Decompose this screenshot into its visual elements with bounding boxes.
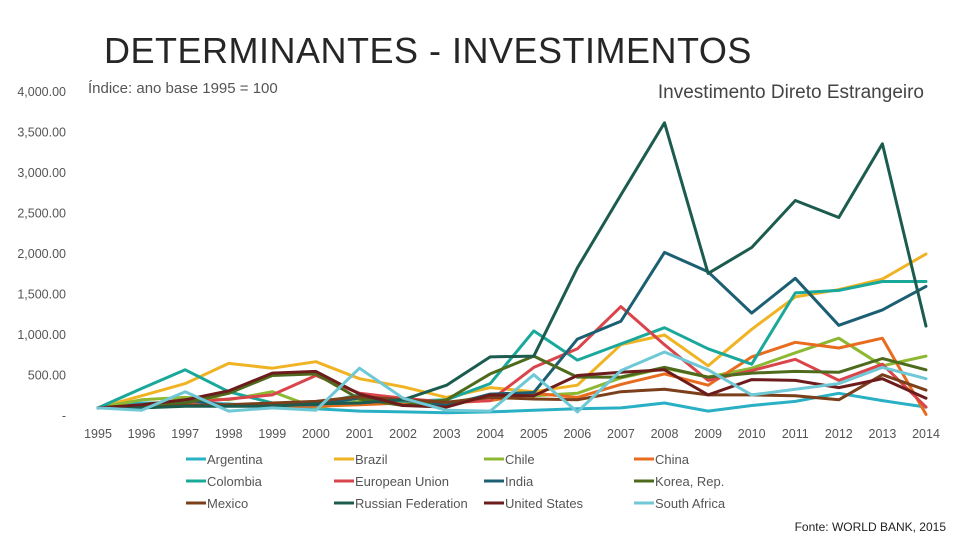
y-tick-label: - xyxy=(62,409,66,423)
y-tick-label: 1,000.00 xyxy=(17,328,66,342)
series-line xyxy=(96,350,928,414)
x-tick-label: 1996 xyxy=(128,427,156,441)
x-tick-label: 2003 xyxy=(433,427,461,441)
series-lines xyxy=(96,121,928,416)
x-tick-label: 1997 xyxy=(171,427,199,441)
legend-label: India xyxy=(505,474,534,489)
x-tick-label: 2008 xyxy=(651,427,679,441)
y-tick-label: 1,500.00 xyxy=(17,288,66,302)
y-tick-label: 3,500.00 xyxy=(17,126,66,140)
legend-label: European Union xyxy=(355,474,449,489)
x-tick-label: 2005 xyxy=(520,427,548,441)
index-note: Índice: ano base 1995 = 100 xyxy=(88,80,278,97)
y-tick-label: 500.00 xyxy=(28,369,66,383)
x-tick-label: 1995 xyxy=(84,427,112,441)
x-tick-label: 2004 xyxy=(476,427,504,441)
legend-label: South Africa xyxy=(655,496,726,511)
y-tick-label: 4,000.00 xyxy=(17,85,66,99)
chart-title: Investimento Direto Estrangeiro xyxy=(657,82,924,103)
x-tick-label: 1998 xyxy=(215,427,243,441)
x-tick-label: 2001 xyxy=(346,427,374,441)
page-title: DETERMINANTES - INVESTIMENTOS xyxy=(104,30,752,71)
x-tick-label: 2013 xyxy=(869,427,897,441)
legend-label: Russian Federation xyxy=(355,496,468,511)
x-tick-label: 2011 xyxy=(782,427,809,441)
source-note: Fonte: WORLD BANK, 2015 xyxy=(794,520,946,534)
legend: Argentina Brazil Chile China Colombia Europea… xyxy=(186,452,726,511)
legend-label: Chile xyxy=(505,452,535,467)
x-tick-label: 2009 xyxy=(694,427,722,441)
legend-label: Argentina xyxy=(207,452,263,467)
x-tick-label: 2006 xyxy=(563,427,591,441)
y-tick-label: 3,000.00 xyxy=(17,166,66,180)
x-tick-label: 1999 xyxy=(258,427,286,441)
x-tick-label: 2012 xyxy=(825,427,853,441)
legend-label: United States xyxy=(505,496,584,511)
x-tick-label: 2007 xyxy=(607,427,635,441)
legend-label: Mexico xyxy=(207,496,248,511)
legend-label: China xyxy=(655,452,690,467)
legend-label: Brazil xyxy=(355,452,388,467)
y-tick-label: 2,000.00 xyxy=(17,247,66,261)
x-tick-label: 2010 xyxy=(738,427,766,441)
legend-label: Colombia xyxy=(207,474,263,489)
x-axis: 1995 1996 1997 1998 1999 2000 2001 2002 2003 2004… xyxy=(84,427,940,441)
series-line xyxy=(96,305,928,410)
y-axis: - 500.00 1,000.00 1,500.00 2,000.00 2,500.00 3… xyxy=(17,85,66,423)
x-tick-label: 2002 xyxy=(389,427,417,441)
series-line xyxy=(96,373,928,410)
series-line xyxy=(96,368,928,410)
series-line xyxy=(96,354,928,410)
series-line xyxy=(96,121,928,410)
x-tick-label: 2014 xyxy=(912,427,940,441)
legend-label: Korea, Rep. xyxy=(655,474,724,489)
y-tick-label: 2,500.00 xyxy=(17,207,66,221)
x-tick-label: 2000 xyxy=(302,427,330,441)
